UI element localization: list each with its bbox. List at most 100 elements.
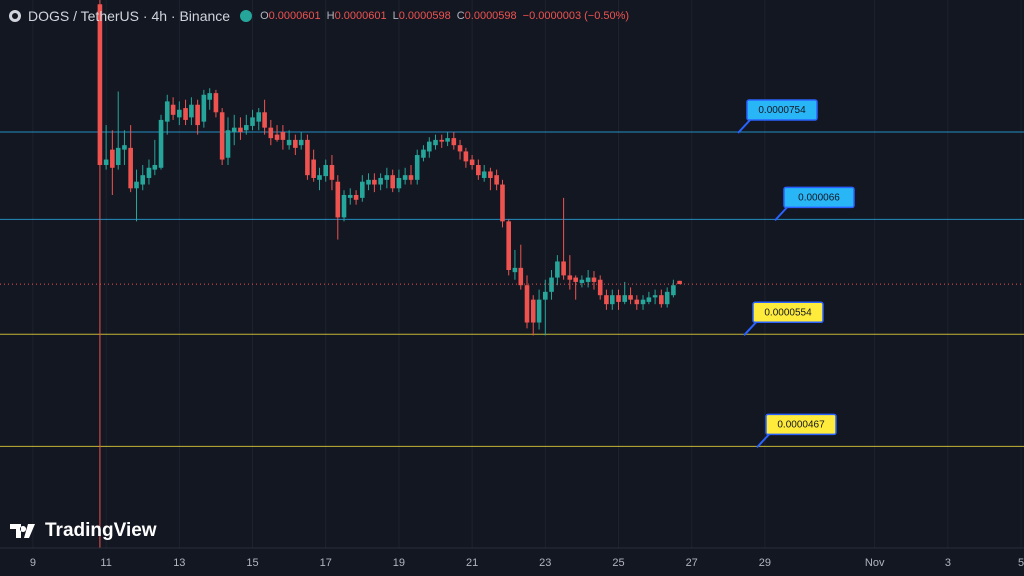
candle-body <box>579 279 585 284</box>
candle-body <box>225 130 231 158</box>
callout-pointer <box>774 206 788 222</box>
x-tick-label: 23 <box>539 557 551 569</box>
candle-body <box>201 94 207 122</box>
candle-body <box>634 299 640 305</box>
candle-body <box>457 145 463 152</box>
level-label: 0.000066 <box>798 193 840 204</box>
watermark: TradingView <box>10 520 157 542</box>
candle-body <box>414 155 420 180</box>
candle-body <box>677 280 682 285</box>
candle-body <box>390 175 395 189</box>
candle-body <box>164 101 170 122</box>
candle-body <box>341 194 347 218</box>
candle-body <box>183 108 188 120</box>
candle-body <box>366 179 371 185</box>
grid <box>32 0 1022 548</box>
watermark-text: TradingView <box>45 520 157 541</box>
x-tick-label: 3 <box>945 557 951 569</box>
candle-body <box>536 299 542 323</box>
candle-body <box>262 112 267 128</box>
candle-body <box>213 93 219 113</box>
candle-body <box>152 165 158 170</box>
candle-body <box>573 277 578 282</box>
candle-body <box>311 159 316 178</box>
candle-body <box>280 132 286 140</box>
candle-body <box>384 175 390 180</box>
candle-body <box>396 177 402 189</box>
callout-pointer <box>737 119 751 134</box>
candle-body <box>360 181 365 198</box>
candle-body <box>238 127 243 133</box>
candle-body <box>256 112 262 122</box>
x-tick-label: 27 <box>686 557 698 569</box>
candle-body <box>512 267 518 273</box>
candle-body <box>402 175 408 180</box>
candle-body <box>506 221 512 271</box>
candle-body <box>219 112 225 160</box>
candle-body <box>317 175 322 180</box>
candle-body <box>323 165 329 177</box>
candle-body <box>609 295 615 305</box>
x-tick-label: 29 <box>759 557 771 569</box>
candle-body <box>408 175 414 180</box>
candle-body <box>177 109 182 118</box>
candle-body <box>353 194 359 200</box>
candle-body <box>122 145 127 150</box>
callout-box <box>783 186 855 209</box>
ohlc-close: C0.0000598 <box>456 10 517 22</box>
candle-body <box>567 275 573 280</box>
candle-body <box>244 125 249 131</box>
candle-body <box>659 295 664 305</box>
candle-body <box>604 295 609 305</box>
candle-body <box>439 139 445 142</box>
x-tick-label: 11 <box>100 557 111 569</box>
levels: 0.0000754 0.000066 0.0000554 0.0000467 <box>0 99 1024 449</box>
candle-body <box>298 139 304 146</box>
candle-body <box>426 141 432 152</box>
x-tick-label: Nov <box>865 557 885 569</box>
candle-body <box>616 295 621 302</box>
candle-body <box>170 104 176 115</box>
callout-box <box>746 99 818 121</box>
x-tick-label: 15 <box>246 557 258 569</box>
candle-body <box>195 104 200 126</box>
ohlc-open: O0.0000601 <box>260 10 321 22</box>
candle-body <box>476 165 481 176</box>
candle-body <box>158 119 164 168</box>
candle-body <box>664 291 670 305</box>
candle-body <box>561 261 566 276</box>
ohlc-low: L0.0000598 <box>392 10 451 22</box>
change: −0.0000003 (−0.50%) <box>522 10 630 22</box>
candle-body <box>110 149 115 168</box>
x-tick-label: 19 <box>393 557 405 569</box>
x-axis: 9 11 13 15 17 19 21 23 25 27 29 Nov 3 5 <box>30 557 1024 569</box>
candle-body <box>652 295 658 298</box>
x-tick-label: 9 <box>30 557 36 569</box>
candle-body <box>378 177 383 185</box>
candle-body <box>140 175 146 185</box>
candle-body <box>207 93 213 100</box>
candle-body <box>463 151 469 162</box>
candle-body <box>433 139 438 146</box>
candle-body <box>421 149 426 158</box>
candle-body <box>524 285 530 323</box>
candle-body <box>128 147 133 189</box>
candle-body <box>146 167 152 178</box>
candle-body <box>549 277 554 292</box>
candle-body <box>481 171 487 178</box>
candle-body <box>347 194 353 198</box>
candle-body <box>622 295 628 302</box>
candle-body <box>543 291 548 300</box>
candle-body <box>250 117 255 126</box>
candle-body <box>286 139 292 146</box>
candle-body <box>500 184 505 222</box>
candle-body <box>597 279 603 296</box>
x-tick-label: 5 <box>1018 557 1024 569</box>
candle-body <box>268 127 274 139</box>
candle-body <box>591 277 597 282</box>
candle-body <box>469 159 475 166</box>
symbol-icon <box>9 10 21 22</box>
symbol: DOGS / TetherUS · 4h · Binance <box>28 8 231 24</box>
